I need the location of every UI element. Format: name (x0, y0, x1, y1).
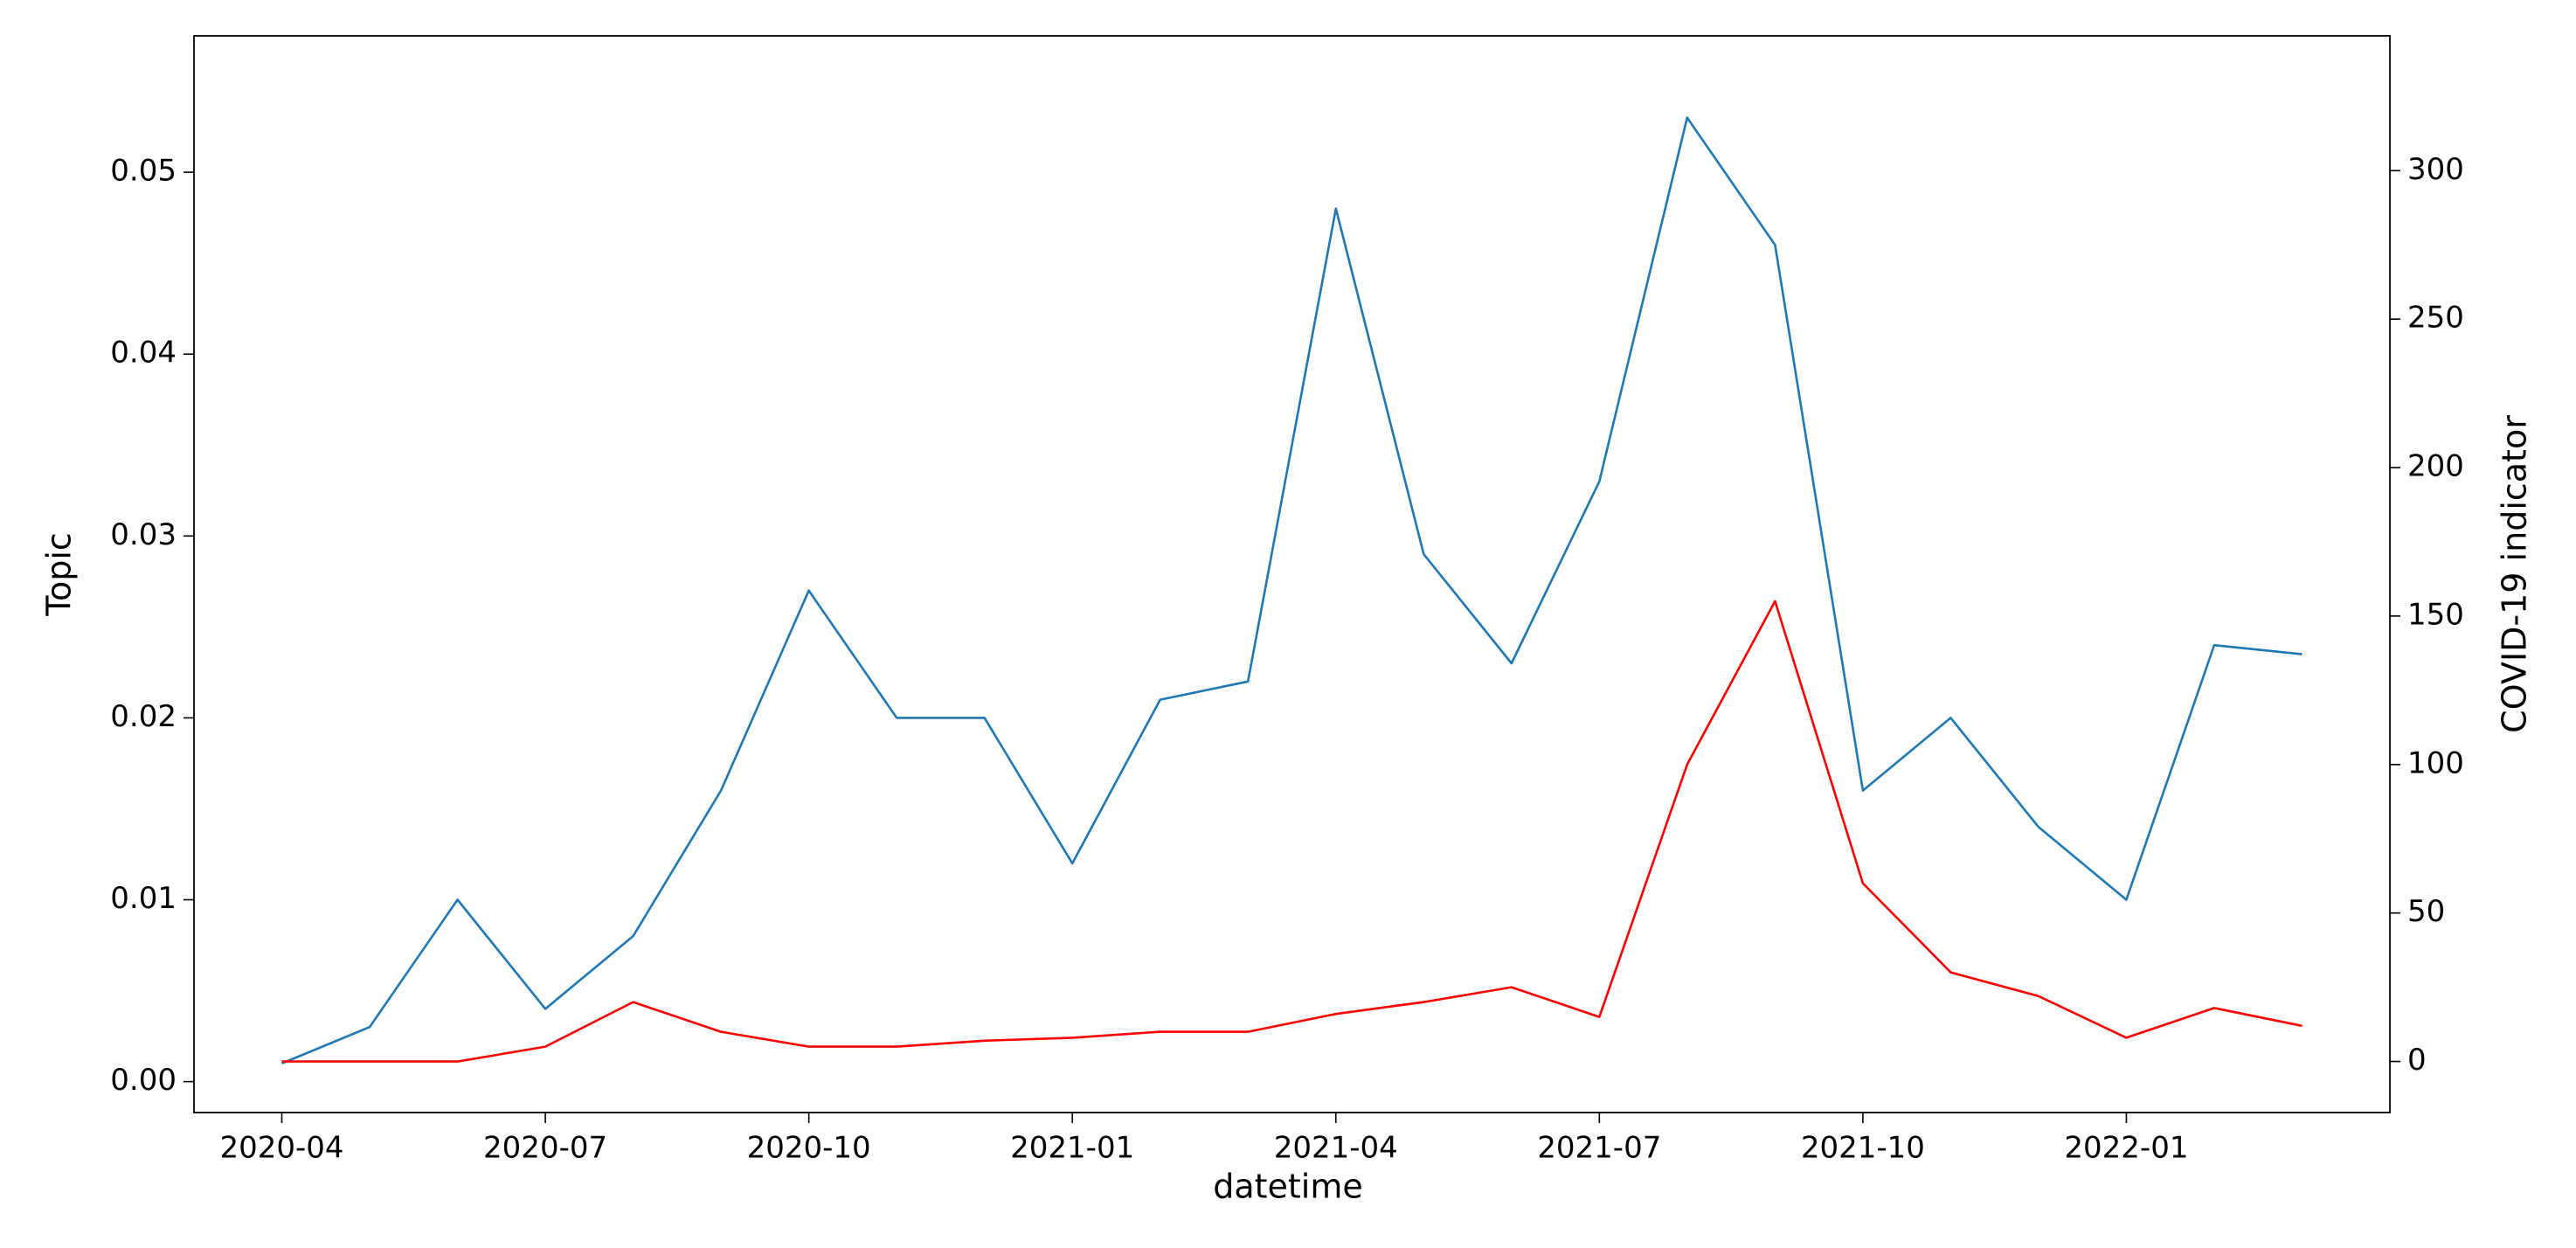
y-tick-label: 0.05 (110, 154, 177, 189)
x-tick-label: 2022-01 (2064, 1131, 2188, 1166)
x-tick-label: 2020-10 (747, 1131, 871, 1166)
y2-tick-label: 50 (2407, 894, 2445, 929)
x-tick-label: 2021-07 (1537, 1131, 1661, 1166)
x-axis-label: datetime (1213, 1168, 1363, 1206)
x-tick-label: 2021-01 (1010, 1131, 1134, 1166)
x-tick-label: 2020-04 (219, 1131, 343, 1166)
plot-frame (193, 35, 2391, 1113)
x-tick-label: 2021-04 (1274, 1131, 1398, 1166)
y-tick-label: 0.04 (110, 336, 177, 371)
y2-tick-label: 100 (2407, 745, 2464, 780)
y2-tick-label: 250 (2407, 301, 2464, 336)
series-line (281, 116, 2302, 1065)
y-tick-label: 0.03 (110, 517, 177, 552)
y2-axis-label: COVID-19 indicator (2496, 415, 2534, 733)
y-tick-label: 0.01 (110, 881, 177, 916)
y2-tick-label: 150 (2407, 597, 2464, 632)
y-axis-label: Topic (40, 532, 79, 617)
y2-tick-label: 300 (2407, 152, 2464, 187)
y2-tick-label: 200 (2407, 449, 2464, 484)
x-tick-label: 2021-10 (1801, 1131, 1925, 1166)
y-tick-label: 0.02 (110, 699, 177, 734)
y-tick-label: 0.00 (110, 1063, 177, 1098)
x-tick-label: 2020-07 (483, 1131, 607, 1166)
y2-tick-label: 0 (2407, 1043, 2427, 1078)
series-line (281, 600, 2302, 1063)
